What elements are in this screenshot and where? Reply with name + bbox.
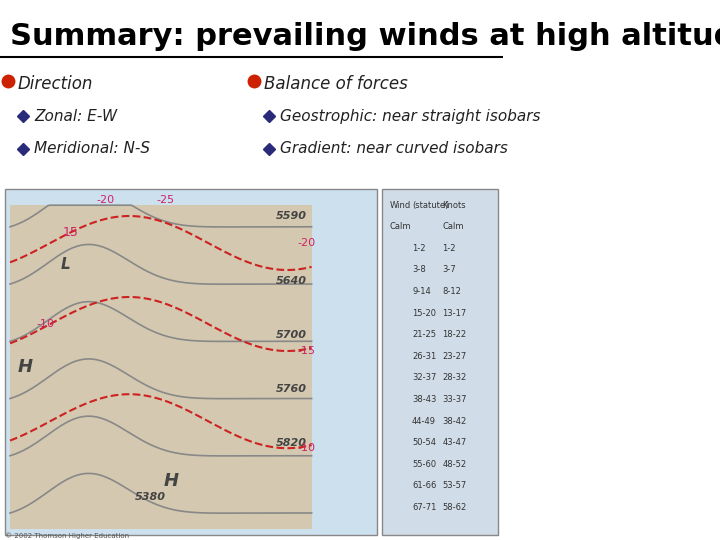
Text: 15: 15 — [63, 226, 78, 239]
Text: 5820: 5820 — [276, 438, 307, 448]
Text: 5380: 5380 — [135, 492, 166, 502]
Text: Meridional: N-S: Meridional: N-S — [34, 141, 150, 156]
Text: 43-47: 43-47 — [442, 438, 467, 447]
Text: 5700: 5700 — [276, 330, 307, 340]
FancyBboxPatch shape — [10, 205, 312, 529]
Text: © 2002 Thomson Higher Education: © 2002 Thomson Higher Education — [5, 532, 129, 539]
Text: 55-60: 55-60 — [412, 460, 436, 469]
Text: 67-71: 67-71 — [412, 503, 436, 512]
Text: 5760: 5760 — [276, 384, 307, 394]
Text: 1-2: 1-2 — [442, 244, 456, 253]
Text: 61-66: 61-66 — [412, 482, 436, 490]
Text: -20: -20 — [96, 195, 114, 205]
Text: 28-32: 28-32 — [442, 374, 467, 382]
Text: 50-54: 50-54 — [412, 438, 436, 447]
Text: 48-52: 48-52 — [442, 460, 467, 469]
Text: 9-14: 9-14 — [412, 287, 431, 296]
Text: 38-43: 38-43 — [412, 395, 436, 404]
Text: Gradient: near curved isobars: Gradient: near curved isobars — [281, 141, 508, 156]
Text: (statute): (statute) — [412, 201, 449, 210]
Text: Zonal: E-W: Zonal: E-W — [34, 109, 117, 124]
Text: 26-31: 26-31 — [412, 352, 436, 361]
FancyBboxPatch shape — [5, 189, 377, 535]
Text: 23-27: 23-27 — [442, 352, 467, 361]
Text: 1-2: 1-2 — [412, 244, 426, 253]
Text: -20: -20 — [297, 238, 315, 248]
Text: 18-22: 18-22 — [442, 330, 467, 339]
Text: Summary: prevailing winds at high altitudes: Summary: prevailing winds at high altitu… — [10, 22, 720, 51]
Text: 5590: 5590 — [276, 211, 307, 221]
Text: Direction: Direction — [17, 75, 93, 93]
Text: 58-62: 58-62 — [442, 503, 467, 512]
Text: -10: -10 — [297, 443, 315, 453]
Text: Balance of forces: Balance of forces — [264, 75, 408, 93]
Text: Geostrophic: near straight isobars: Geostrophic: near straight isobars — [281, 109, 541, 124]
Text: Calm: Calm — [390, 222, 411, 231]
Text: 3-8: 3-8 — [412, 266, 426, 274]
Text: 15-20: 15-20 — [412, 309, 436, 318]
Text: 53-57: 53-57 — [442, 482, 467, 490]
Text: 8-12: 8-12 — [442, 287, 461, 296]
Text: -25: -25 — [157, 195, 175, 205]
Text: H: H — [163, 471, 179, 490]
Text: H: H — [17, 358, 32, 376]
Text: Wind: Wind — [390, 201, 410, 210]
Text: 21-25: 21-25 — [412, 330, 436, 339]
Text: 33-37: 33-37 — [442, 395, 467, 404]
Text: 38-42: 38-42 — [442, 417, 467, 426]
Text: L: L — [60, 257, 71, 272]
Text: Knots: Knots — [442, 201, 466, 210]
Text: -10: -10 — [36, 319, 54, 329]
Text: 13-17: 13-17 — [442, 309, 467, 318]
Text: 44-49: 44-49 — [412, 417, 436, 426]
Text: 3-7: 3-7 — [442, 266, 456, 274]
FancyBboxPatch shape — [382, 189, 498, 535]
Text: 32-37: 32-37 — [412, 374, 436, 382]
Text: -15: -15 — [297, 346, 315, 356]
Text: Calm: Calm — [442, 222, 464, 231]
Text: 5640: 5640 — [276, 276, 307, 286]
